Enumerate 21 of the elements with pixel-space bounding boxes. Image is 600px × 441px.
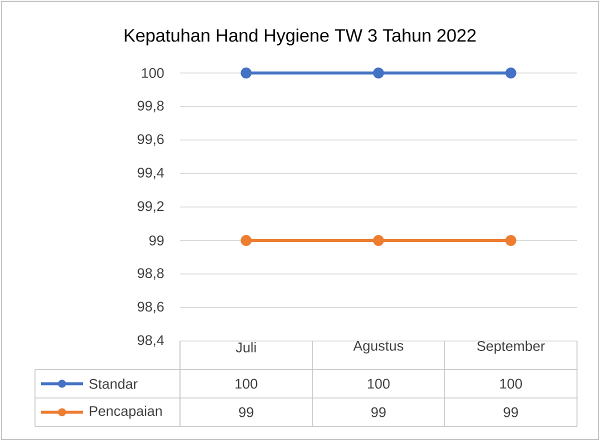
- y-tick-label: 98,8: [138, 268, 164, 280]
- x-tick-label: Agustus: [353, 340, 404, 354]
- data-label: 99: [239, 407, 254, 418]
- x-tick-label: September: [477, 340, 545, 354]
- data-label: 100: [368, 378, 390, 389]
- data-label: 99: [371, 407, 386, 418]
- y-tick-label: 99: [149, 236, 164, 246]
- y-tick-label: 99,8: [138, 100, 164, 112]
- data-label: 99: [504, 407, 518, 418]
- legend-label: Pencapaian: [90, 406, 162, 419]
- data-label: 100: [500, 378, 522, 389]
- legend-label: Standar: [89, 378, 138, 389]
- x-tick-label: Juli: [236, 342, 256, 352]
- y-tick-label: 98,4: [138, 335, 164, 347]
- y-tick-label: 100: [142, 68, 164, 78]
- data-label: 100: [236, 378, 258, 389]
- y-tick-label: 98,6: [138, 302, 164, 314]
- y-tick-label: 99,6: [138, 134, 164, 146]
- chart-title: Kepatuhan Hand Hygiene TW 3 Tahun 2022: [124, 28, 476, 46]
- y-tick-label: 99,4: [138, 168, 164, 180]
- y-tick-label: 99,2: [138, 201, 164, 213]
